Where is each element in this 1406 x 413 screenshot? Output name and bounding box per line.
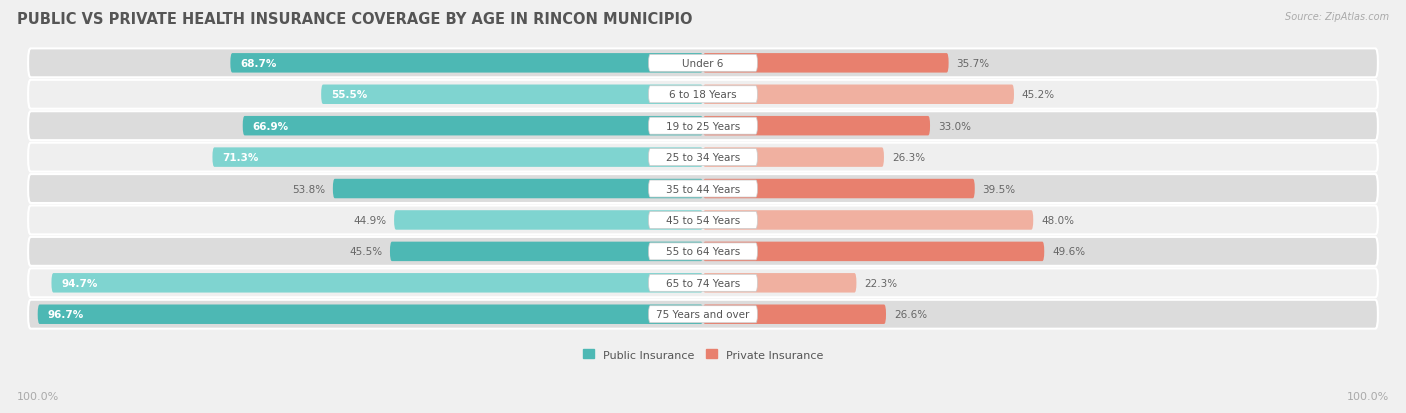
FancyBboxPatch shape [243,116,703,136]
FancyBboxPatch shape [28,269,1378,297]
FancyBboxPatch shape [38,305,703,324]
Text: 25 to 34 Years: 25 to 34 Years [666,153,740,163]
FancyBboxPatch shape [321,85,703,105]
FancyBboxPatch shape [648,149,758,166]
FancyBboxPatch shape [52,273,703,293]
FancyBboxPatch shape [231,54,703,74]
FancyBboxPatch shape [648,180,758,197]
Text: 35 to 44 Years: 35 to 44 Years [666,184,740,194]
Text: 45.5%: 45.5% [349,247,382,257]
Text: 71.3%: 71.3% [222,153,259,163]
Text: 96.7%: 96.7% [48,309,84,320]
FancyBboxPatch shape [703,242,1045,261]
Text: 6 to 18 Years: 6 to 18 Years [669,90,737,100]
FancyBboxPatch shape [28,300,1378,329]
Text: 49.6%: 49.6% [1052,247,1085,257]
Text: 94.7%: 94.7% [62,278,97,288]
Text: Source: ZipAtlas.com: Source: ZipAtlas.com [1285,12,1389,22]
FancyBboxPatch shape [28,175,1378,204]
Text: Under 6: Under 6 [682,59,724,69]
Text: 33.0%: 33.0% [938,121,972,131]
Text: 100.0%: 100.0% [17,391,59,401]
Text: 100.0%: 100.0% [1347,391,1389,401]
Text: 55.5%: 55.5% [330,90,367,100]
Text: 19 to 25 Years: 19 to 25 Years [666,121,740,131]
Legend: Public Insurance, Private Insurance: Public Insurance, Private Insurance [579,345,827,364]
Text: 53.8%: 53.8% [292,184,325,194]
FancyBboxPatch shape [703,148,884,167]
FancyBboxPatch shape [648,212,758,229]
Text: 68.7%: 68.7% [240,59,277,69]
Text: 39.5%: 39.5% [983,184,1015,194]
Text: 26.6%: 26.6% [894,309,927,320]
FancyBboxPatch shape [394,211,703,230]
Text: 26.3%: 26.3% [891,153,925,163]
FancyBboxPatch shape [703,116,929,136]
Text: PUBLIC VS PRIVATE HEALTH INSURANCE COVERAGE BY AGE IN RINCON MUNICIPIO: PUBLIC VS PRIVATE HEALTH INSURANCE COVER… [17,12,692,27]
Text: 22.3%: 22.3% [865,278,897,288]
Text: 55 to 64 Years: 55 to 64 Years [666,247,740,257]
FancyBboxPatch shape [28,143,1378,172]
FancyBboxPatch shape [28,206,1378,235]
Text: 45 to 54 Years: 45 to 54 Years [666,216,740,225]
FancyBboxPatch shape [389,242,703,261]
FancyBboxPatch shape [703,211,1033,230]
Text: 75 Years and over: 75 Years and over [657,309,749,320]
FancyBboxPatch shape [703,305,886,324]
FancyBboxPatch shape [28,237,1378,266]
FancyBboxPatch shape [28,49,1378,78]
FancyBboxPatch shape [212,148,703,167]
Text: 45.2%: 45.2% [1022,90,1054,100]
FancyBboxPatch shape [648,306,758,323]
FancyBboxPatch shape [703,273,856,293]
FancyBboxPatch shape [333,179,703,199]
FancyBboxPatch shape [648,243,758,260]
FancyBboxPatch shape [703,85,1014,105]
FancyBboxPatch shape [28,81,1378,109]
Text: 35.7%: 35.7% [956,59,990,69]
FancyBboxPatch shape [703,54,949,74]
Text: 48.0%: 48.0% [1040,216,1074,225]
FancyBboxPatch shape [648,87,758,104]
FancyBboxPatch shape [648,118,758,135]
FancyBboxPatch shape [28,112,1378,141]
Text: 66.9%: 66.9% [253,121,288,131]
Text: 44.9%: 44.9% [353,216,387,225]
FancyBboxPatch shape [648,275,758,292]
FancyBboxPatch shape [703,179,974,199]
Text: 65 to 74 Years: 65 to 74 Years [666,278,740,288]
FancyBboxPatch shape [648,55,758,72]
